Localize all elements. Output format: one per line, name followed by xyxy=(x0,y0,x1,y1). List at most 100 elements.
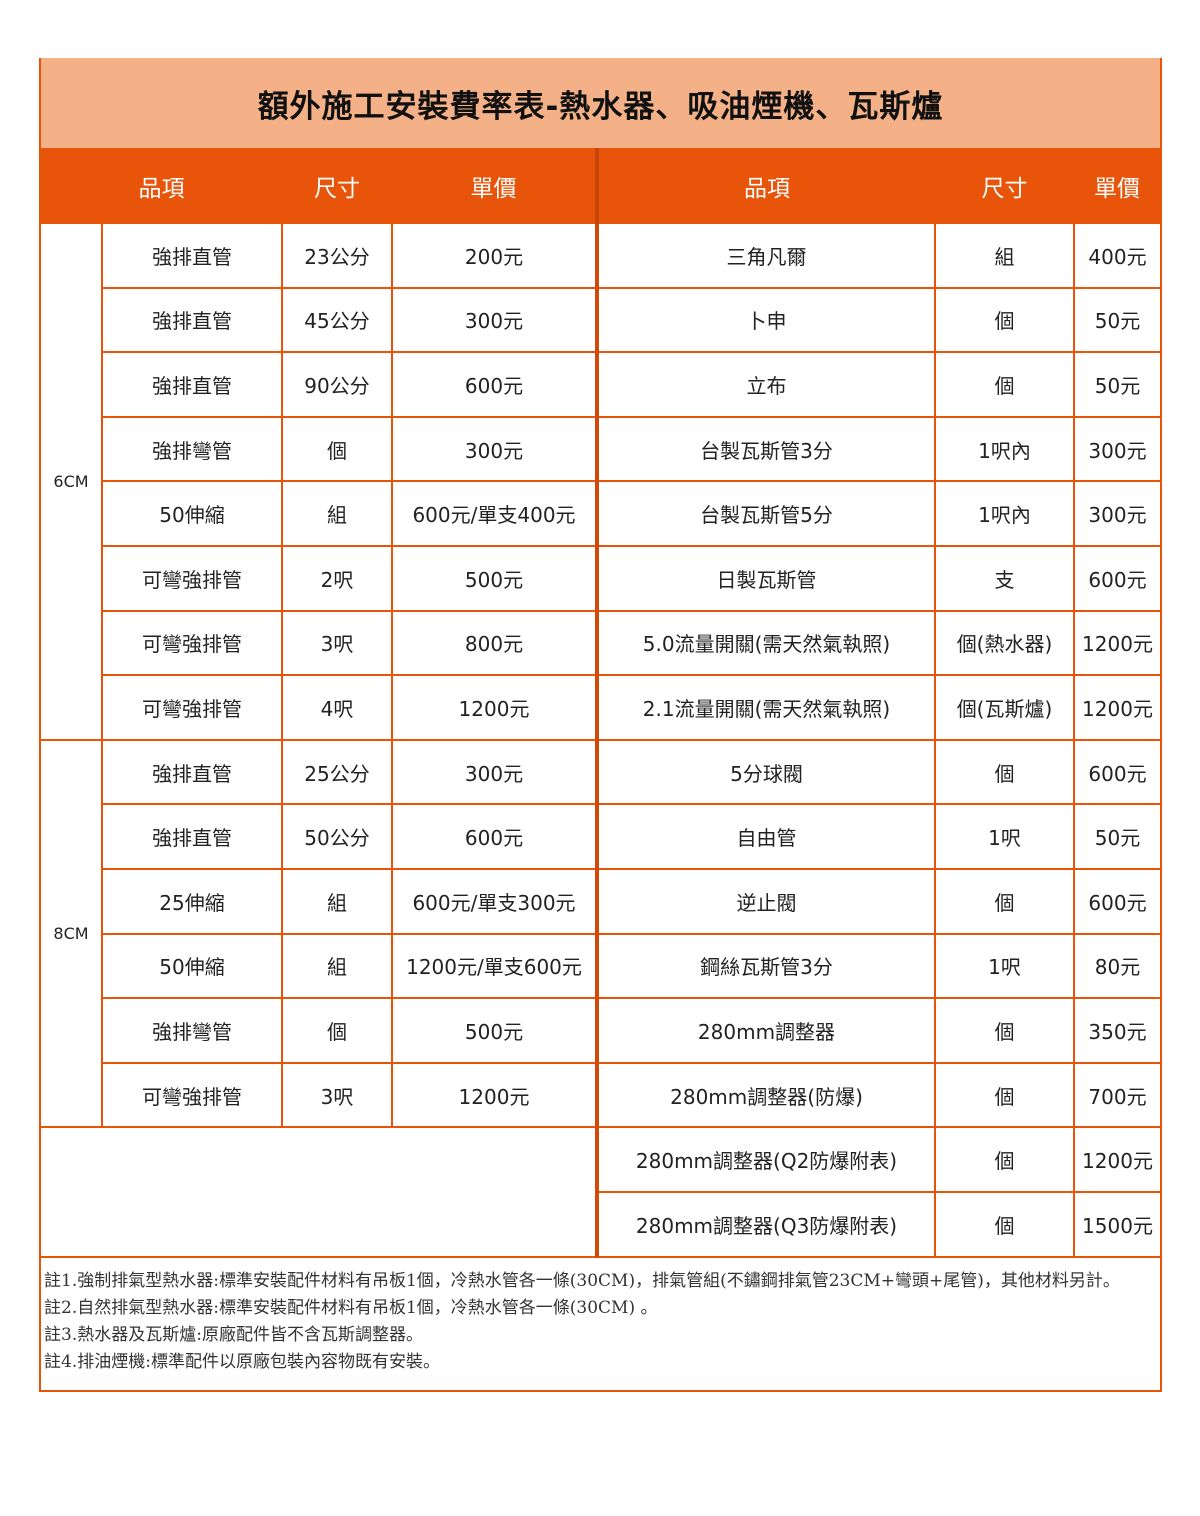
left-item-cell: 50伸縮 xyxy=(102,480,283,547)
left-price-cell: 600元/單支400元 xyxy=(391,480,599,547)
left-price-cell: 200元 xyxy=(391,224,599,289)
group-label: 8CM xyxy=(41,738,103,1129)
right-size-cell: 個 xyxy=(934,286,1075,354)
right-size-cell: 個 xyxy=(934,997,1075,1064)
right-price-cell: 600元 xyxy=(1073,738,1160,806)
right-size-cell: 1呎內 xyxy=(934,480,1075,547)
right-item-cell: 280mm調整器 xyxy=(596,997,936,1064)
left-item-cell: 50伸縮 xyxy=(102,932,283,1000)
right-size-cell: 1呎 xyxy=(934,932,1075,1000)
left-price-cell: 600元 xyxy=(391,351,599,418)
left-item-cell: 強排直管 xyxy=(102,286,283,354)
table-row: 6CM 強排直管 23公分 200元 三角凡爾組 400元 xyxy=(41,224,1160,741)
right-size-cell: 個 xyxy=(934,1190,1075,1258)
table-row: 強排直管 90公分 600元 立布個 50元 xyxy=(41,351,1160,418)
right-item-cell: 280mm調整器(Q2防爆附表) xyxy=(596,1126,936,1193)
right-item-cell: 逆止閥 xyxy=(596,867,936,935)
rate-table-sheet: 額外施工安裝費率表-熱水器、吸油煙機、瓦斯爐 品項 尺寸 單價 品項 尺寸 單價… xyxy=(39,58,1162,1392)
left-size-cell: 組 xyxy=(281,480,393,547)
left-item-cell: 強排直管 xyxy=(102,351,283,418)
left-item-cell: 可彎強排管 xyxy=(102,674,283,741)
left-price-cell: 300元 xyxy=(391,415,599,483)
right-item-cell: 280mm調整器(Q3防爆附表) xyxy=(597,1190,936,1258)
left-item-cell: 可彎強排管 xyxy=(102,609,283,677)
table-row: 50伸縮組 1200元/單支600元 鋼絲瓦斯管3分 1呎 80元 xyxy=(41,932,1160,1000)
note-line: 註1.強制排氣型熱水器:標準安裝配件材料有吊板1個，冷熱水管各一條(30CM)，… xyxy=(44,1270,1120,1291)
left-size-cell: 45公分 xyxy=(281,286,393,354)
right-price-cell: 80元 xyxy=(1073,932,1160,1000)
left-size-cell: 個 xyxy=(281,997,393,1064)
left-price-cell: 1200元 xyxy=(391,1061,599,1129)
header-left-price: 單價 xyxy=(392,148,599,224)
header-right-price: 單價 xyxy=(1074,148,1160,224)
right-size-cell: 個 xyxy=(934,738,1075,806)
left-item-cell: 可彎強排管 xyxy=(102,1061,283,1129)
left-item-cell: 25伸縮 xyxy=(102,867,283,935)
left-item-cell: 強排直管 xyxy=(101,738,283,806)
right-item-cell: 立布 xyxy=(596,351,936,418)
right-price-cell: 700元 xyxy=(1073,1061,1160,1129)
right-item-cell: 台製瓦斯管3分 xyxy=(596,415,936,483)
right-item-cell: 三角凡爾 xyxy=(596,224,936,289)
right-item-cell: 自由管 xyxy=(596,803,936,870)
right-size-cell: 個 xyxy=(934,867,1075,935)
right-item-cell: 5.0流量開關(需天然氣執照) xyxy=(596,609,936,677)
right-price-cell: 400元 xyxy=(1073,224,1160,289)
left-price-cell: 500元 xyxy=(391,997,599,1064)
table-row: 可彎強排管 3呎 800元 5.0流量開關(需天然氣執照) 個(熱水器) 1200元 xyxy=(41,609,1160,677)
table-row: 強排彎管個 300元 台製瓦斯管3分 1呎內 300元 xyxy=(41,415,1160,483)
rate-table: 品項 尺寸 單價 品項 尺寸 單價 6CM 強排直管 23公分 200元 三角凡爾組 40… xyxy=(41,148,1160,1258)
right-price-cell: 1200元 xyxy=(1073,609,1160,677)
right-size-cell: 個 xyxy=(934,351,1075,418)
table-row: 280mm調整器(Q2防爆附表) 個 1200元 xyxy=(41,1126,1160,1258)
right-price-cell: 600元 xyxy=(1073,544,1160,612)
left-price-cell: 500元 xyxy=(391,544,599,612)
left-price-cell: 1200元 xyxy=(391,674,599,741)
right-size-cell: 個 xyxy=(934,1061,1075,1129)
left-size-cell: 4呎 xyxy=(281,674,393,741)
table-row: 強排直管 50公分 600元 自由管 1呎 50元 xyxy=(41,803,1160,870)
right-item-cell: 卜申 xyxy=(596,286,936,354)
header-left-item: 品項 xyxy=(41,148,282,224)
right-size-cell: 個(瓦斯爐) xyxy=(934,674,1075,741)
right-size-cell: 個(熱水器) xyxy=(934,609,1075,677)
left-size-cell: 3呎 xyxy=(281,1061,393,1129)
right-size-cell: 組 xyxy=(934,224,1075,289)
left-price-cell: 600元/單支300元 xyxy=(391,867,599,935)
header-left-size: 尺寸 xyxy=(282,148,392,224)
left-item-cell: 強排彎管 xyxy=(102,997,283,1064)
left-size-cell: 組 xyxy=(281,867,393,935)
left-size-cell: 3呎 xyxy=(281,609,393,677)
left-size-cell: 組 xyxy=(281,932,393,1000)
right-item-cell: 2.1流量開關(需天然氣執照) xyxy=(596,674,936,741)
header-right-size: 尺寸 xyxy=(935,148,1074,224)
header-row: 品項 尺寸 單價 品項 尺寸 單價 xyxy=(41,148,1160,224)
right-price-cell: 300元 xyxy=(1073,480,1160,547)
left-item-cell: 強排直管 xyxy=(102,803,283,870)
right-item-cell: 台製瓦斯管5分 xyxy=(596,480,936,547)
right-item-cell: 鋼絲瓦斯管3分 xyxy=(596,932,936,1000)
left-size-cell: 50公分 xyxy=(281,803,393,870)
right-price-cell: 50元 xyxy=(1073,803,1160,870)
group-label: 6CM xyxy=(41,224,103,741)
note-line: 註3.熱水器及瓦斯爐:原廠配件皆不含瓦斯調整器。 xyxy=(44,1324,423,1345)
table-row: 280mm調整器(Q3防爆附表) 個 1500元 xyxy=(41,1190,1160,1258)
right-price-cell: 350元 xyxy=(1073,997,1160,1064)
left-size-cell: 90公分 xyxy=(281,351,393,418)
right-price-cell: 1200元 xyxy=(1073,674,1160,741)
left-size-cell: 23公分 xyxy=(281,224,393,289)
right-item-cell: 日製瓦斯管 xyxy=(596,544,936,612)
empty-left-cell xyxy=(41,1126,599,1258)
page-title: 額外施工安裝費率表-熱水器、吸油煙機、瓦斯爐 xyxy=(41,58,1160,148)
table-row: 可彎強排管 3呎 1200元 280mm調整器(防爆) 個 700元 xyxy=(41,1061,1160,1129)
left-item-cell: 可彎強排管 xyxy=(102,544,283,612)
right-price-cell: 600元 xyxy=(1073,867,1160,935)
right-size-cell: 個 xyxy=(934,1126,1075,1193)
right-price-cell: 50元 xyxy=(1073,286,1160,354)
table-row: 50伸縮組 600元/單支400元 台製瓦斯管5分 1呎內 300元 xyxy=(41,480,1160,547)
table-row: 可彎強排管 4呎 1200元 2.1流量開關(需天然氣執照) 個(瓦斯爐) 1200元 xyxy=(41,674,1160,741)
notes: 註1.強制排氣型熱水器:標準安裝配件材料有吊板1個，冷熱水管各一條(30CM)，… xyxy=(41,1258,1160,1390)
right-price-cell: 1200元 xyxy=(1073,1126,1160,1193)
header-right-item: 品項 xyxy=(597,148,935,224)
note-line: 註2.自然排氣型熱水器:標準安裝配件材料有吊板1個，冷熱水管各一條(30CM) … xyxy=(44,1297,658,1318)
